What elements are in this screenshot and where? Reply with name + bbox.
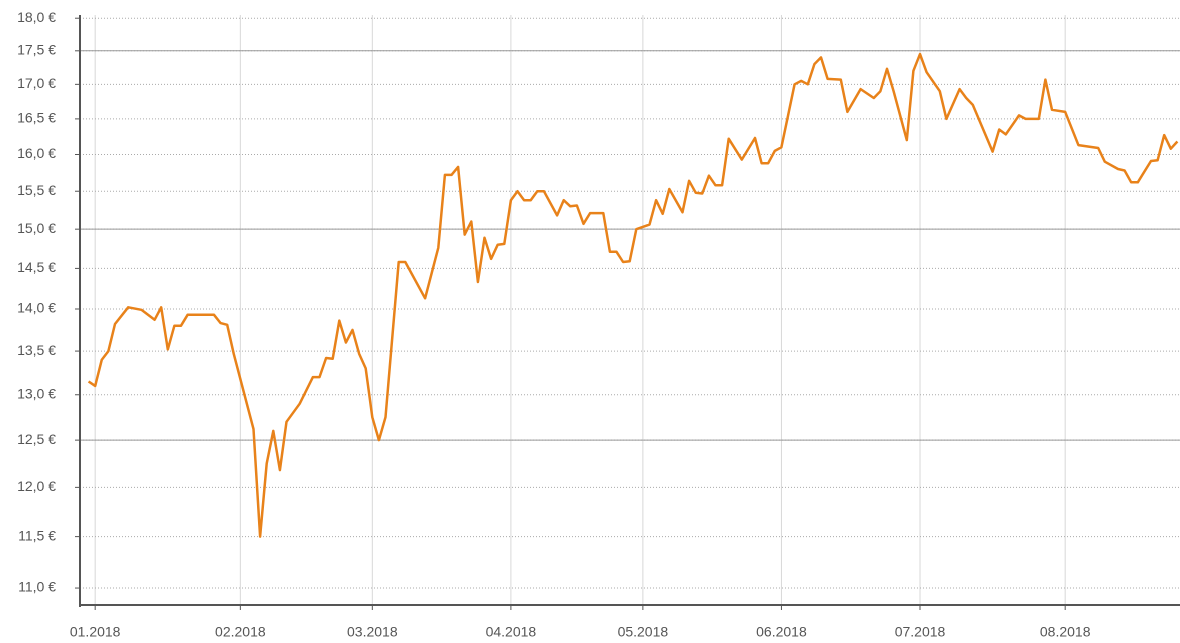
x-tick-label: 04.2018 — [486, 624, 537, 640]
x-tick-label: 06.2018 — [756, 624, 807, 640]
x-tick-label: 08.2018 — [1040, 624, 1091, 640]
y-tick-label: 15,0 € — [17, 220, 56, 236]
y-tick-label: 12,5 € — [17, 431, 56, 447]
y-tick-label: 18,0 € — [17, 9, 56, 25]
y-tick-label: 16,5 € — [17, 110, 56, 126]
y-tick-label: 17,5 € — [17, 42, 56, 58]
x-tick-label: 07.2018 — [895, 624, 946, 640]
y-tick-label: 14,0 € — [17, 300, 56, 316]
y-tick-label: 15,5 € — [17, 182, 56, 198]
x-tick-label: 02.2018 — [215, 624, 266, 640]
y-tick-label: 17,0 € — [17, 75, 56, 91]
y-tick-label: 11,0 € — [18, 579, 56, 595]
x-tick-label: 05.2018 — [618, 624, 669, 640]
price-line — [87, 52, 1179, 538]
y-tick-label: 12,0 € — [17, 478, 56, 494]
y-tick-label: 16,0 € — [17, 145, 56, 161]
y-tick-label: 14,5 € — [17, 259, 56, 275]
x-tick-label: 01.2018 — [70, 624, 121, 640]
y-tick-label: 11,5 € — [18, 527, 56, 543]
y-tick-label: 13,0 € — [17, 385, 56, 401]
x-tick-label: 03.2018 — [347, 624, 398, 640]
y-tick-label: 13,5 € — [17, 342, 56, 358]
